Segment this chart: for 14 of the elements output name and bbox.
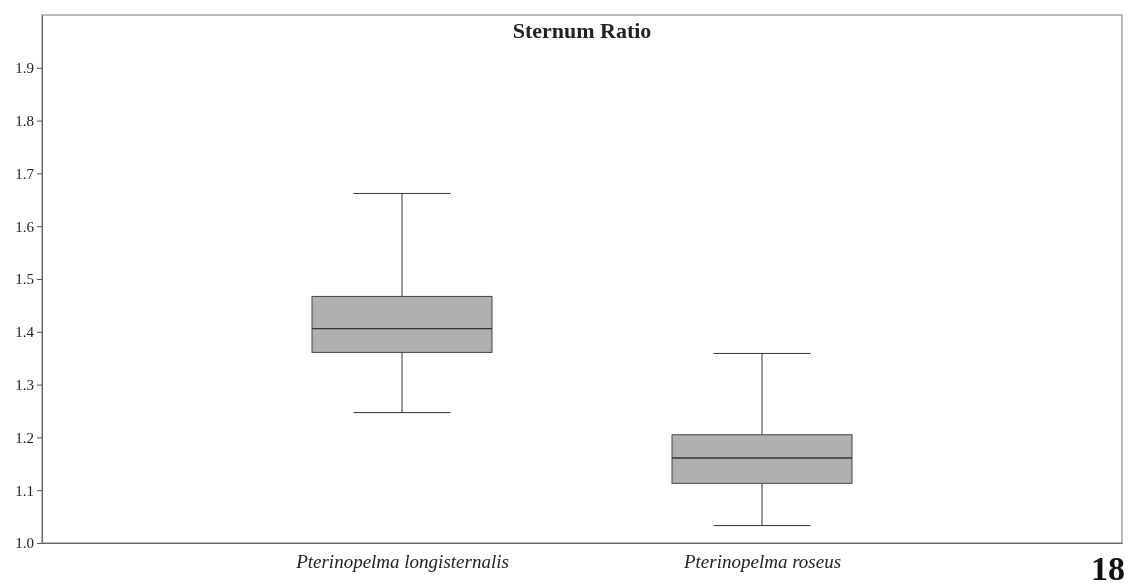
y-tick-label: 1.8 (15, 112, 34, 129)
y-tick-label: 1.3 (15, 376, 34, 393)
y-tick-label: 1.4 (15, 324, 35, 341)
y-tick-label: 1.6 (15, 218, 35, 235)
text: 18 (1091, 550, 1125, 584)
y-tick-label: 1.9 (15, 60, 34, 77)
x-tick-label: Pterinopelma roseus (682, 551, 842, 573)
y-tick-label: 1.1 (15, 482, 34, 499)
x-tick-label: Pterinopelma longisternalis (295, 551, 509, 573)
y-tick-label: 1.5 (15, 271, 34, 288)
y-tick-label: 1.2 (15, 429, 34, 446)
y-tick-label: 1.7 (15, 165, 35, 182)
y-tick-label: 1.0 (15, 535, 34, 552)
chart-title: Sternum Ratio (512, 18, 652, 43)
